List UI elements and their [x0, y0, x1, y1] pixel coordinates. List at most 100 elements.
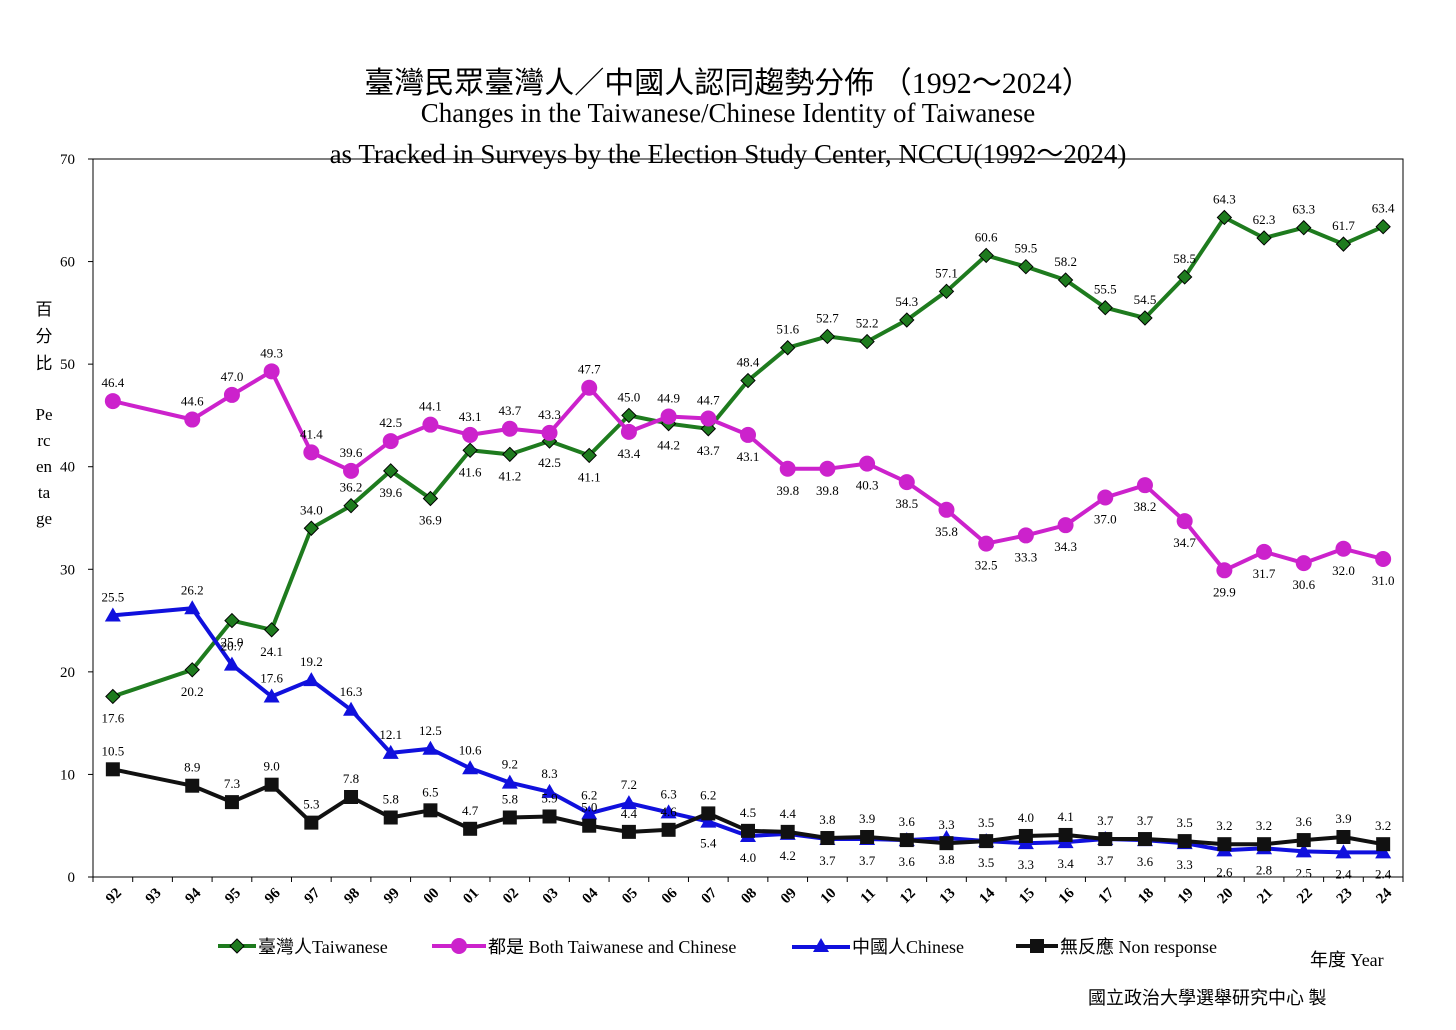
data-label-taiwanese: 52.7	[816, 310, 839, 325]
data-label-chinese: 16.3	[340, 684, 363, 699]
data-label-taiwanese: 39.6	[379, 485, 402, 500]
data-point-both	[779, 460, 796, 477]
data-label-chinese: 2.4	[1335, 866, 1352, 881]
data-label-non-response: 4.6	[660, 804, 677, 819]
data-point-non-response	[939, 836, 954, 851]
data-label-chinese: 12.5	[419, 723, 442, 738]
data-label-taiwanese: 61.7	[1332, 218, 1355, 233]
data-label-chinese: 3.6	[1137, 854, 1154, 869]
data-label-taiwanese: 24.1	[260, 644, 283, 659]
x-tick-label: 21	[1254, 885, 1276, 907]
data-label-taiwanese: 20.2	[181, 684, 204, 699]
x-tick-label: 01	[460, 885, 482, 907]
data-label-both: 46.4	[101, 375, 124, 390]
data-label-both: 43.3	[538, 407, 561, 422]
data-point-chinese	[501, 774, 518, 789]
x-tick-label: 08	[738, 885, 760, 907]
x-tick-label: 03	[540, 885, 562, 907]
data-label-taiwanese: 58.5	[1173, 251, 1196, 266]
data-point-non-response	[1018, 828, 1033, 843]
legend-label-both: 都是 Both Taiwanese and Chinese	[488, 937, 737, 957]
data-label-chinese: 4.2	[780, 848, 796, 863]
x-tick-label: 95	[222, 885, 244, 907]
data-point-taiwanese	[978, 247, 994, 264]
data-label-non-response: 3.3	[938, 817, 954, 832]
data-label-non-response: 4.1	[1057, 809, 1073, 824]
data-point-non-response	[542, 809, 557, 824]
circle-marker-icon	[432, 938, 486, 954]
data-point-chinese	[660, 804, 677, 819]
data-label-taiwanese: 59.5	[1015, 241, 1038, 256]
data-label-both: 47.7	[578, 362, 601, 377]
data-label-chinese: 6.2	[581, 787, 597, 802]
x-tick-label: 93	[143, 885, 165, 907]
data-label-taiwanese: 43.7	[697, 443, 720, 458]
data-label-both: 38.5	[895, 496, 918, 511]
data-point-non-response	[1336, 829, 1351, 844]
x-tick-label: 16	[1056, 885, 1078, 907]
data-point-non-response	[621, 824, 636, 839]
data-point-taiwanese	[184, 662, 200, 678]
y-tick-label: 40	[60, 460, 75, 476]
data-label-non-response: 9.0	[264, 759, 280, 774]
x-tick-label: 98	[341, 885, 363, 907]
data-label-chinese: 5.4	[700, 836, 717, 851]
data-point-taiwanese	[502, 446, 518, 463]
data-label-chinese: 2.8	[1256, 862, 1272, 877]
data-point-non-response	[105, 762, 120, 777]
data-point-non-response	[502, 810, 517, 825]
data-label-non-response: 5.3	[303, 797, 319, 812]
data-label-both: 31.0	[1372, 573, 1395, 588]
diamond-marker-icon	[218, 938, 256, 954]
data-point-taiwanese	[621, 407, 637, 424]
data-point-taiwanese	[859, 333, 875, 350]
data-label-taiwanese: 62.3	[1253, 212, 1276, 227]
data-label-chinese: 6.3	[660, 786, 676, 801]
data-point-taiwanese	[1018, 258, 1034, 275]
data-point-non-response	[423, 803, 438, 818]
data-label-taiwanese: 34.0	[300, 502, 323, 517]
data-point-non-response	[780, 824, 795, 839]
data-point-both	[819, 460, 836, 477]
data-label-chinese: 3.8	[938, 852, 954, 867]
data-point-both	[382, 433, 399, 450]
chart-title-english-line2: as Tracked in Surveys by the Election St…	[329, 139, 1127, 169]
data-point-both	[501, 420, 518, 437]
data-label-both: 32.0	[1332, 563, 1355, 578]
data-point-both	[343, 462, 360, 479]
legend-label-non-response: 無反應 Non response	[1060, 937, 1217, 957]
data-point-non-response	[463, 821, 478, 836]
data-label-taiwanese: 17.6	[101, 710, 124, 725]
data-label-non-response: 5.0	[581, 800, 597, 815]
data-label-taiwanese: 57.1	[935, 265, 958, 280]
data-point-both	[700, 410, 717, 427]
data-label-chinese: 17.6	[260, 670, 283, 685]
data-label-chinese: 2.4	[1375, 866, 1392, 881]
data-point-both	[104, 393, 121, 410]
x-tick-label: 17	[1095, 885, 1117, 907]
data-point-non-response	[661, 822, 676, 837]
data-point-both	[462, 426, 479, 443]
data-label-non-response: 3.9	[859, 811, 875, 826]
data-label-taiwanese: 36.2	[340, 480, 363, 495]
data-point-taiwanese	[819, 328, 836, 345]
data-point-taiwanese	[343, 497, 359, 514]
data-label-chinese: 3.4	[1057, 856, 1074, 871]
data-label-taiwanese: 25.0	[221, 635, 244, 650]
data-point-taiwanese	[1137, 310, 1153, 326]
x-tick-label: 13	[937, 885, 959, 907]
data-point-non-response	[979, 834, 994, 849]
data-label-both: 39.8	[816, 483, 839, 498]
data-label-chinese: 12.1	[379, 727, 402, 742]
x-tick-label: 02	[500, 885, 522, 907]
x-tick-label: 09	[778, 885, 800, 907]
x-tick-label: 10	[818, 885, 840, 907]
x-tick-label: 05	[619, 885, 641, 907]
data-label-non-response: 8.9	[184, 760, 200, 775]
data-point-non-response	[741, 823, 755, 838]
data-label-both: 44.6	[181, 394, 204, 409]
data-point-chinese	[620, 795, 637, 810]
data-point-chinese	[462, 760, 479, 775]
data-point-both	[541, 424, 558, 441]
data-point-taiwanese	[1216, 209, 1233, 226]
